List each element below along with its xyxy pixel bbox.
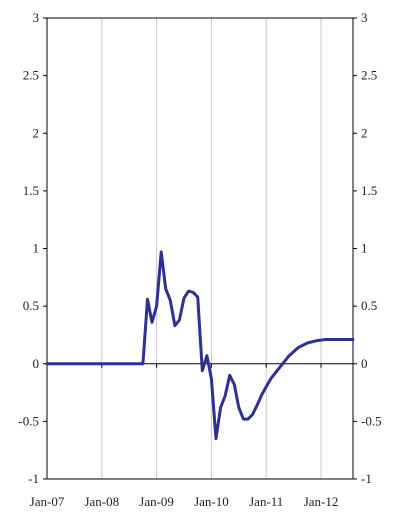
y-tick-label-left: 3 [33,10,40,25]
y-tick-label-right: 2 [361,125,368,140]
y-tick-label-left: 2.5 [23,68,39,83]
x-tick-label: Jan-12 [304,494,339,509]
x-tick-label: Jan-11 [249,494,283,509]
y-tick-label-right: 1 [361,241,368,256]
y-tick-label-right: -1 [361,471,372,486]
x-tick-label: Jan-10 [194,494,229,509]
series-line [45,250,355,441]
y-tick-label-right: 0.5 [361,298,377,313]
y-tick-label-left: 0 [33,356,40,371]
y-tick-label-left: -1 [28,471,39,486]
x-tick-label: Jan-07 [30,494,65,509]
y-tick-label-left: 1 [33,241,40,256]
y-tick-label-left: 2 [33,125,40,140]
vertical-gridlines [46,18,322,479]
y-tick-label-right: 1.5 [361,183,377,198]
y-tick-label-left: 1.5 [23,183,39,198]
y-tick-label-right: 2.5 [361,68,377,83]
x-axis: Jan-07 Jan-08 Jan-09 Jan-10 Jan-11 Jan-12 [30,363,339,509]
y-tick-label-right: 3 [361,10,368,25]
y-tick-label-right: -0.5 [361,413,382,428]
plot-area-frame [46,17,354,480]
y-tick-label-left: -0.5 [18,413,39,428]
y-tick-label-right: 0 [361,356,368,371]
x-tick-label: Jan-09 [139,494,174,509]
y-axis-left: -1 -0.5 0 0.5 1 1.5 2 2.5 3 [18,10,47,486]
y-axis-right: -1 -0.5 0 0.5 1 1.5 2 2.5 3 [353,10,382,486]
y-tick-label-left: 0.5 [23,298,39,313]
x-tick-label: Jan-08 [84,494,119,509]
